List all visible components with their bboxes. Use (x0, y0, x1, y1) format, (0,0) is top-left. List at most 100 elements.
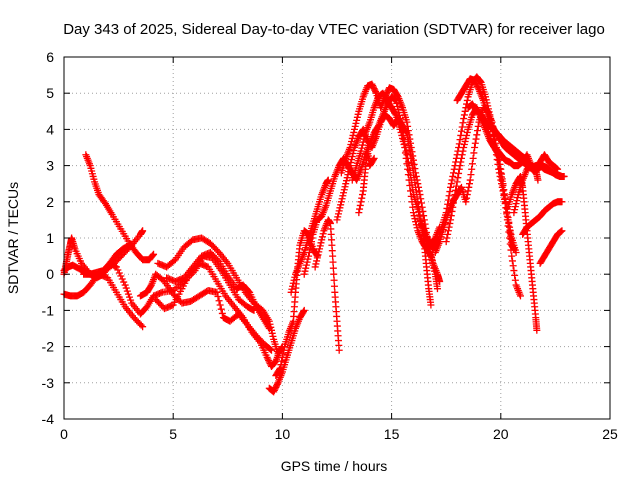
data-point (391, 110, 399, 118)
data-point (465, 180, 473, 188)
data-point (345, 165, 353, 173)
data-point (406, 146, 414, 154)
data-point (351, 122, 359, 130)
data-point (512, 200, 520, 208)
data-point (511, 271, 519, 279)
data-point (117, 272, 125, 280)
data-point (410, 174, 418, 182)
data-point (511, 203, 519, 211)
data-point (409, 203, 417, 211)
data-point (449, 172, 457, 180)
data-point (369, 83, 377, 91)
series-arc-27 (536, 227, 566, 267)
data-point (474, 83, 482, 91)
x-tick-label: 20 (493, 426, 509, 442)
data-point (353, 116, 361, 124)
data-point (337, 201, 345, 209)
data-point (447, 212, 455, 220)
data-point (289, 282, 297, 290)
data-point (467, 171, 475, 179)
data-point (302, 261, 310, 269)
data-point (462, 134, 470, 142)
data-point (511, 276, 519, 284)
data-point (266, 345, 274, 353)
data-point (454, 174, 462, 182)
data-point (471, 77, 479, 85)
data-point (463, 96, 471, 104)
data-point (354, 110, 362, 118)
data-point (127, 296, 135, 304)
data-point (273, 382, 281, 390)
axis-ticks: 0 5 10 15 20 25 -4 -3 -2 -1 0 1 2 3 4 5 6 (42, 49, 618, 442)
data-point (347, 159, 355, 167)
data-point (449, 199, 457, 207)
data-point (124, 290, 132, 298)
data-point (213, 288, 221, 296)
data-point (112, 263, 120, 271)
data-point (447, 216, 455, 224)
data-point (307, 241, 315, 249)
chart-title: Day 343 of 2025, Sidereal Day-to-day VTE… (63, 21, 605, 38)
data-point (558, 227, 566, 235)
data-point (451, 191, 459, 199)
data-point (399, 137, 407, 145)
data-point (361, 132, 369, 140)
data-point (279, 350, 287, 358)
series-arc-12 (287, 176, 332, 296)
data-point (269, 332, 277, 340)
data-point (455, 169, 463, 177)
data-point (427, 301, 435, 309)
data-point (460, 144, 468, 151)
data-point (449, 203, 457, 211)
data-point (267, 346, 275, 354)
data-point (369, 82, 377, 90)
series-arc-9 (136, 270, 275, 354)
data-point (245, 287, 253, 295)
y-tick-label: -3 (42, 375, 55, 391)
y-tick-label: 1 (46, 230, 54, 246)
data-point (401, 144, 409, 151)
data-point (417, 199, 425, 207)
data-point (468, 160, 476, 168)
data-point (342, 180, 350, 188)
data-point (452, 186, 460, 194)
data-point (558, 198, 566, 206)
data-point (427, 252, 435, 260)
data-point (291, 273, 299, 281)
series-arc-26 (503, 172, 541, 334)
data-point (215, 297, 223, 305)
data-point (404, 133, 412, 141)
data-point (464, 187, 472, 195)
data-point (118, 275, 126, 283)
data-point (115, 269, 123, 277)
data-point (398, 131, 406, 139)
data-point (455, 165, 463, 173)
data-point (412, 183, 420, 191)
data-point (412, 188, 420, 196)
data-point (358, 141, 366, 149)
data-point (500, 186, 508, 194)
data-point (401, 149, 409, 157)
x-tick-label: 10 (275, 426, 291, 442)
y-tick-label: 6 (46, 49, 54, 65)
data-point (456, 136, 464, 144)
data-point (397, 128, 405, 136)
data-point (137, 321, 145, 329)
x-tick-label: 0 (60, 426, 68, 442)
data-point (406, 182, 414, 190)
data-point (505, 228, 513, 236)
data-point (300, 306, 308, 314)
data-point (453, 178, 461, 186)
data-point (533, 326, 541, 334)
x-axis-label: GPS time / hours (281, 458, 388, 474)
data-point (350, 125, 358, 133)
data-point (263, 353, 271, 361)
data-point (356, 205, 364, 213)
data-point (308, 234, 316, 242)
series-arc-4 (82, 151, 158, 264)
data-point (460, 115, 468, 123)
data-point (446, 220, 454, 228)
data-point (333, 216, 341, 224)
data-point (466, 176, 474, 184)
data-point (510, 267, 518, 275)
